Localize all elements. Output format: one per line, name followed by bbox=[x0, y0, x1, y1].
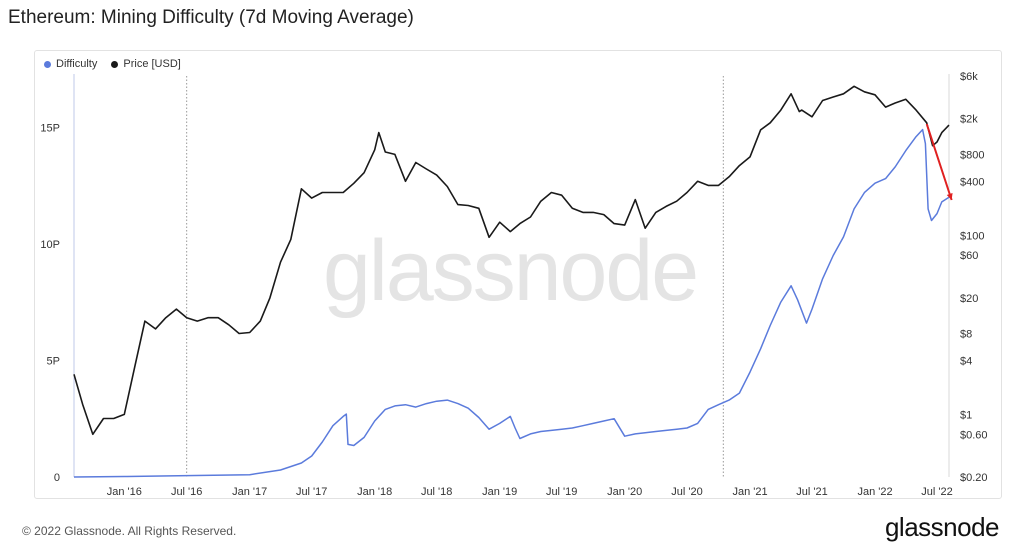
right-tick-label: $8 bbox=[960, 329, 972, 341]
annotation-arrow-line bbox=[925, 123, 953, 201]
annotation-arrow-head bbox=[946, 193, 953, 200]
left-tick-label: 15P bbox=[40, 122, 60, 134]
right-tick-label: $400 bbox=[960, 176, 984, 188]
left-tick-label: 5P bbox=[47, 355, 60, 367]
x-tick-label: Jul '16 bbox=[171, 486, 202, 498]
x-tick-label: Jul '22 bbox=[921, 486, 952, 498]
right-tick-label: $60 bbox=[960, 250, 978, 262]
x-tick-label: Jan '21 bbox=[732, 486, 767, 498]
difficulty-series-line bbox=[73, 128, 950, 478]
x-tick-label: Jul '19 bbox=[546, 486, 577, 498]
chart-card bbox=[34, 50, 1002, 499]
left-tick-label: 10P bbox=[40, 239, 60, 251]
right-tick-label: $100 bbox=[960, 230, 984, 242]
right-tick-label: $2k bbox=[960, 114, 978, 126]
right-tick-label: $800 bbox=[960, 149, 984, 161]
x-tick-label: Jan '19 bbox=[482, 486, 517, 498]
x-tick-label: Jan '16 bbox=[107, 486, 142, 498]
right-tick-label: $4 bbox=[960, 355, 972, 367]
legend-dot-price bbox=[111, 60, 119, 68]
x-tick-label: Jan '17 bbox=[232, 486, 267, 498]
x-tick-label: Jul '20 bbox=[671, 486, 702, 498]
legend-label-price: Price [USD] bbox=[123, 58, 181, 70]
x-tick-label: Jul '21 bbox=[796, 486, 827, 498]
left-tick-label: 0 bbox=[54, 472, 60, 484]
copyright-text: © 2022 Glassnode. All Rights Reserved. bbox=[22, 524, 237, 538]
right-tick-label: $6k bbox=[960, 71, 978, 83]
legend-item-price[interactable]: Price [USD] bbox=[111, 58, 181, 70]
chart-legend: Difficulty Price [USD] bbox=[44, 58, 181, 70]
right-tick-label: $1 bbox=[960, 409, 972, 421]
right-tick-label: $0.20 bbox=[960, 472, 988, 484]
legend-label-difficulty: Difficulty bbox=[56, 58, 98, 70]
x-tick-label: Jan '20 bbox=[607, 486, 642, 498]
right-tick-label: $0.60 bbox=[960, 429, 988, 441]
legend-item-difficulty[interactable]: Difficulty bbox=[44, 58, 97, 70]
brand-logo[interactable]: glassnode bbox=[884, 512, 1000, 542]
chart-title: Ethereum: Mining Difficulty (7d Moving A… bbox=[8, 7, 414, 28]
x-tick-label: Jul '18 bbox=[421, 486, 452, 498]
right-tick-label: $20 bbox=[960, 293, 978, 305]
price-series-line bbox=[73, 85, 950, 436]
legend-dot-difficulty bbox=[44, 60, 51, 68]
watermark-text: glassnode bbox=[323, 223, 697, 319]
x-tick-label: Jan '18 bbox=[357, 486, 392, 498]
x-tick-label: Jul '17 bbox=[296, 486, 327, 498]
x-tick-label: Jan '22 bbox=[857, 486, 892, 498]
